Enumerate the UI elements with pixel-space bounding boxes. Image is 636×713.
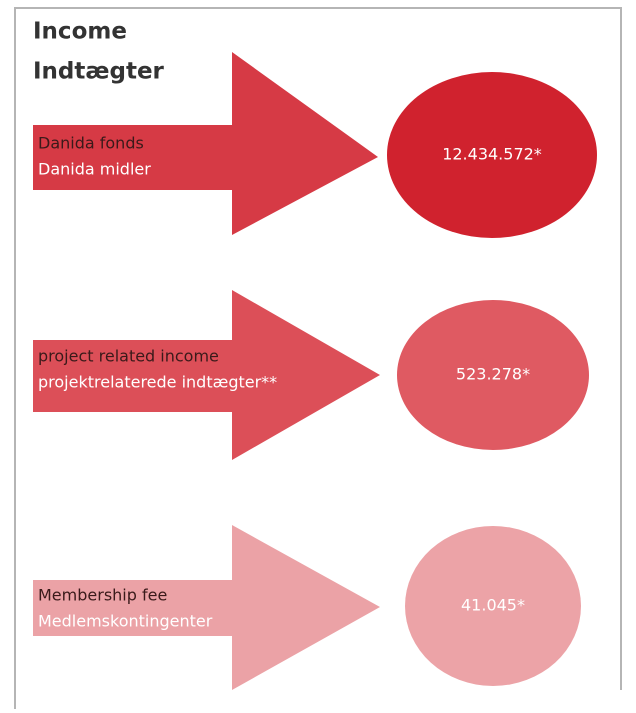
frame xyxy=(14,7,622,709)
ellipse xyxy=(397,300,589,450)
label-en: Danida fonds xyxy=(38,134,144,153)
title: Indtægter xyxy=(33,59,165,85)
ellipse xyxy=(405,526,581,686)
label-da: projektrelaterede indtægter** xyxy=(38,373,277,392)
arrow xyxy=(33,525,380,690)
label-da: Medlemskontingenter xyxy=(38,612,213,631)
value: 523.278* xyxy=(456,365,530,384)
label-en: Membership fee xyxy=(38,586,167,605)
ellipse xyxy=(387,72,597,238)
title: Income xyxy=(33,19,127,45)
arrow xyxy=(33,290,380,460)
value: 12.434.572* xyxy=(442,145,542,164)
arrow xyxy=(33,52,378,235)
value: 41.045* xyxy=(461,596,525,615)
label-en: project related income xyxy=(38,347,219,366)
label-da: Danida midler xyxy=(38,160,151,179)
